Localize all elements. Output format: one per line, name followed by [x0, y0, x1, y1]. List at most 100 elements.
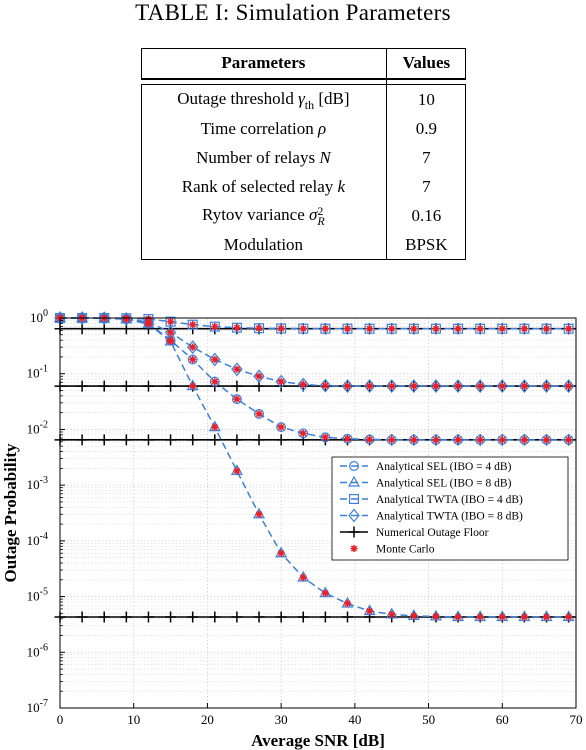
- outage-floor-marker: [165, 380, 177, 392]
- monte-carlo-point: [189, 343, 197, 351]
- parameter-cell: Rank of selected relay k: [141, 172, 387, 201]
- outage-floor-marker: [253, 434, 265, 446]
- data-point-circle: [497, 434, 508, 445]
- monte-carlo-point: [520, 382, 528, 390]
- data-point-square: [408, 323, 419, 334]
- data-point-square: [364, 323, 375, 334]
- monte-carlo-point: [299, 429, 307, 437]
- data-point-diamond: [253, 369, 265, 384]
- y-tick-base: 10: [27, 477, 40, 492]
- monte-carlo-point: [410, 612, 418, 620]
- monte-carlo-point: [410, 382, 418, 390]
- monte-carlo-point: [277, 324, 285, 333]
- data-point-circle: [475, 434, 486, 445]
- monte-carlo-point: [366, 435, 374, 444]
- monte-carlo-point: [388, 436, 396, 444]
- data-point-square: [519, 323, 530, 334]
- monte-carlo-point: [122, 315, 130, 323]
- data-point-circle: [364, 434, 375, 445]
- outage-floor-marker: [142, 380, 154, 392]
- monte-carlo-point: [321, 382, 329, 390]
- monte-carlo-point: [299, 380, 307, 389]
- data-point-square: [187, 319, 198, 330]
- legend-box: [331, 456, 569, 561]
- monte-carlo-point: [255, 510, 263, 518]
- data-point-diamond: [363, 379, 376, 394]
- monte-carlo-point: [476, 436, 484, 444]
- monte-carlo-point: [565, 325, 573, 333]
- data-point-circle: [453, 434, 464, 445]
- y-tick-label: 10-7: [27, 698, 48, 715]
- monte-carlo-point: [565, 382, 573, 390]
- column-header-values: Values: [386, 48, 466, 79]
- outage-floor-marker: [231, 380, 243, 392]
- data-point-square: [320, 323, 331, 334]
- x-tick-label: 0: [57, 712, 64, 727]
- y-tick-label: 10-3: [27, 475, 48, 492]
- monte-carlo-point: [211, 323, 219, 331]
- data-point-circle: [519, 434, 530, 445]
- monte-carlo-point: [189, 355, 197, 364]
- parameter-subscript: R: [317, 214, 325, 229]
- parameter-label: Modulation: [223, 234, 304, 254]
- outage-probability-chart: 0 10 20 30 40 50 60 7010010-110-210-310-410-510…: [1, 308, 583, 750]
- monte-carlo-point: [454, 613, 462, 621]
- y-tick-label: 10-4: [27, 531, 48, 548]
- x-axis-label: Average SNR [dB]: [251, 731, 385, 750]
- data-point-diamond: [452, 379, 464, 394]
- y-axis-label: Outage Probability: [1, 443, 20, 582]
- axis-ticks: 0 10 20 30 40 50 60 7010010-110-210-310-410-510…: [27, 308, 583, 727]
- y-tick-exponent: -3: [40, 475, 48, 486]
- table-row: Rytov variance σ 2 R 0.16: [141, 201, 466, 230]
- monte-carlo-point: [520, 436, 528, 444]
- monte-carlo-point: [520, 613, 528, 621]
- y-tick-base: 10: [30, 310, 43, 325]
- outage-floor-marker: [253, 611, 265, 623]
- parameter-label: Rank of selected relay: [181, 176, 338, 196]
- y-tick-exponent: -1: [40, 364, 48, 375]
- monte-carlo-point: [388, 325, 396, 333]
- legend-marker-plus: [348, 526, 360, 538]
- monte-carlo-point: [366, 607, 374, 615]
- data-point-circle: [386, 434, 397, 445]
- data-point-circle: [209, 376, 220, 387]
- data-point-diamond: [540, 379, 553, 394]
- table-row: Time correlation ρ 0.9: [141, 114, 466, 143]
- monte-carlo-point: [542, 325, 551, 333]
- legend-label: Analytical SEL (IBO = 8 dB): [376, 478, 512, 490]
- monte-carlo-point: [255, 324, 263, 332]
- legend-marker-circle: [349, 461, 360, 472]
- monte-carlo-point: [211, 423, 219, 431]
- monte-carlo-point: [366, 382, 374, 390]
- monte-carlo-point: [432, 382, 440, 390]
- data-point-circle: [276, 422, 287, 433]
- y-tick-base: 10: [27, 700, 40, 715]
- monte-carlo-point: [498, 382, 506, 390]
- data-point-square: [453, 323, 464, 334]
- series-line: [60, 317, 569, 387]
- monte-carlo-point: [542, 382, 551, 390]
- x-tick-label: 50: [422, 712, 435, 727]
- monte-carlo-point: [144, 318, 153, 326]
- series-line: [60, 317, 569, 441]
- monte-carlo-point: [454, 436, 462, 444]
- data-point-square: [231, 322, 242, 333]
- monte-carlo-point: [410, 325, 418, 333]
- monte-carlo-point: [211, 355, 219, 364]
- monte-carlo-point: [189, 382, 197, 390]
- outage-floor-marker: [76, 380, 88, 392]
- y-tick-label: 100: [30, 308, 48, 325]
- data-point-square: [276, 323, 287, 334]
- data-point-diamond: [275, 374, 287, 389]
- chart-legend: Analytical SEL (IBO = 4 dB) Analytical SE…: [331, 456, 569, 561]
- value-cell: 7: [422, 147, 431, 167]
- table-row: Number of relays N 7: [141, 143, 466, 172]
- parameter-cell: Number of relays N: [141, 143, 387, 172]
- data-point-square: [563, 323, 574, 334]
- data-point-diamond: [319, 378, 332, 393]
- x-tick-label: 40: [348, 712, 361, 727]
- monte-carlo-point: [233, 324, 241, 332]
- x-tick-label: 10: [127, 712, 140, 727]
- data-point-square: [298, 323, 309, 334]
